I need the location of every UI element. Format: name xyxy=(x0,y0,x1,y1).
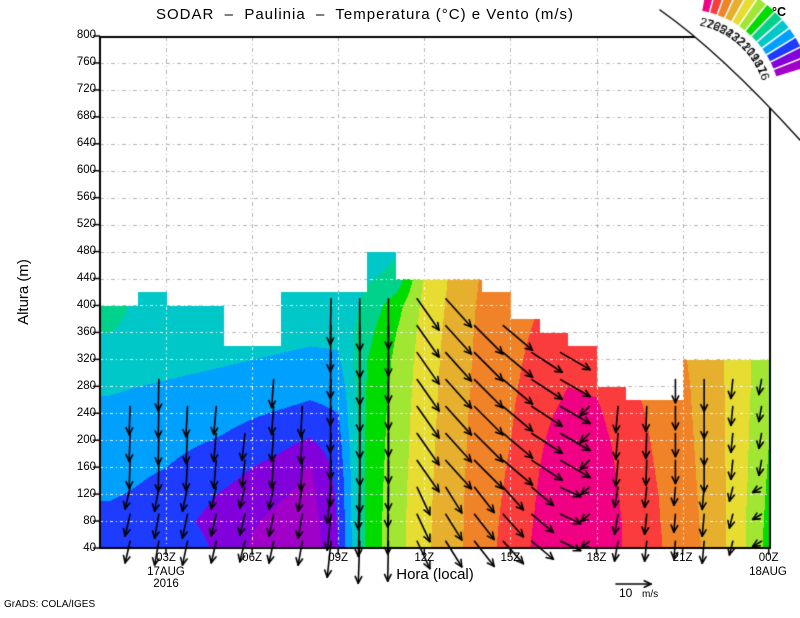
x-axis-title: Hora (local) xyxy=(396,566,474,583)
y-tick-label: 160 xyxy=(76,460,96,473)
y-axis-title: Altura (m) xyxy=(15,259,32,325)
x-axis-year-label: 2016 xyxy=(153,578,179,590)
wind-reference-unit: m/s xyxy=(642,589,659,600)
chart-title: SODAR – Paulinia – Temperatura (°C) e Ve… xyxy=(155,6,575,23)
y-tick-label: 240 xyxy=(76,406,96,419)
y-tick-label: 360 xyxy=(76,325,96,338)
x-axis-end-date-label: 18AUG xyxy=(749,566,787,578)
y-tick-label: 680 xyxy=(76,110,96,123)
x-axis-date-label: 17AUG xyxy=(147,566,185,578)
y-tick-label: 520 xyxy=(76,218,96,231)
y-tick-label: 320 xyxy=(76,352,96,365)
x-tick-label: 12Z xyxy=(414,552,435,564)
y-tick-label: 480 xyxy=(76,245,96,258)
x-tick-label: 18Z xyxy=(586,552,607,564)
y-tick-label: 600 xyxy=(76,164,96,177)
y-tick-label: 120 xyxy=(76,487,96,500)
y-tick-label: 80 xyxy=(83,514,96,527)
x-tick-label: 15Z xyxy=(500,552,521,564)
y-tick-label: 40 xyxy=(83,541,96,554)
y-tick-label: 280 xyxy=(76,379,96,392)
x-tick-label: 06Z xyxy=(242,552,262,564)
y-tick-label: 200 xyxy=(76,433,96,446)
y-tick-label: 800 xyxy=(76,29,96,42)
x-tick-label: 09Z xyxy=(328,552,349,564)
y-tick-label: 440 xyxy=(76,272,96,285)
y-tick-label: 400 xyxy=(76,298,96,311)
y-tick-label: 640 xyxy=(76,137,96,150)
grads-credit: GrADS: COLA/IGES xyxy=(4,599,96,610)
y-tick-label: 760 xyxy=(76,56,96,69)
y-tick-label: 560 xyxy=(76,191,96,204)
x-tick-label: 00Z xyxy=(758,552,779,564)
legend-unit-label: °C xyxy=(772,5,787,19)
y-tick-label: 720 xyxy=(76,83,96,96)
x-tick-label: 03Z xyxy=(156,552,176,564)
wind-reference-value: 10 xyxy=(619,586,633,600)
x-tick-label: 21Z xyxy=(672,552,693,564)
